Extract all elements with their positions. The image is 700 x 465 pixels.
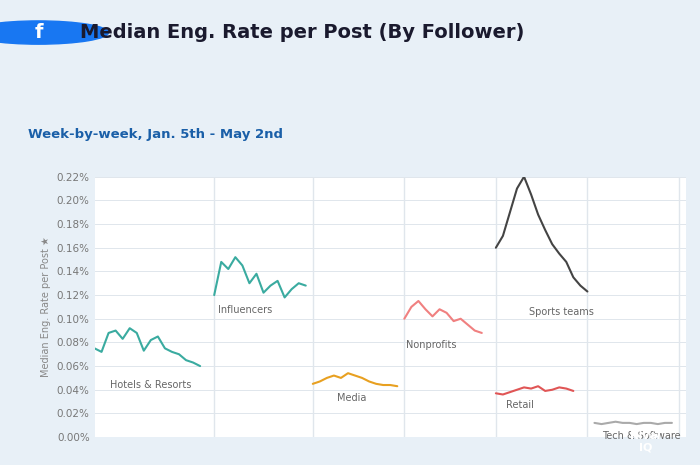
Text: Nonprofits: Nonprofits [407, 340, 457, 350]
Text: Week-by-week, Jan. 5th - May 2nd: Week-by-week, Jan. 5th - May 2nd [28, 128, 283, 141]
Text: f: f [34, 23, 43, 42]
Text: Retail: Retail [506, 400, 534, 411]
Text: Tech & Software: Tech & Software [602, 431, 681, 441]
Text: Influencers: Influencers [218, 305, 272, 314]
Circle shape [0, 21, 108, 44]
Text: Sports teams: Sports teams [529, 307, 594, 317]
Text: Hotels & Resorts: Hotels & Resorts [110, 380, 191, 390]
Text: Media: Media [337, 393, 367, 403]
Text: Median Eng. Rate per Post (By Follower): Median Eng. Rate per Post (By Follower) [80, 23, 525, 42]
Y-axis label: Median Eng. Rate per Post ★: Median Eng. Rate per Post ★ [41, 237, 51, 377]
Text: Rival
IQ: Rival IQ [631, 431, 661, 452]
